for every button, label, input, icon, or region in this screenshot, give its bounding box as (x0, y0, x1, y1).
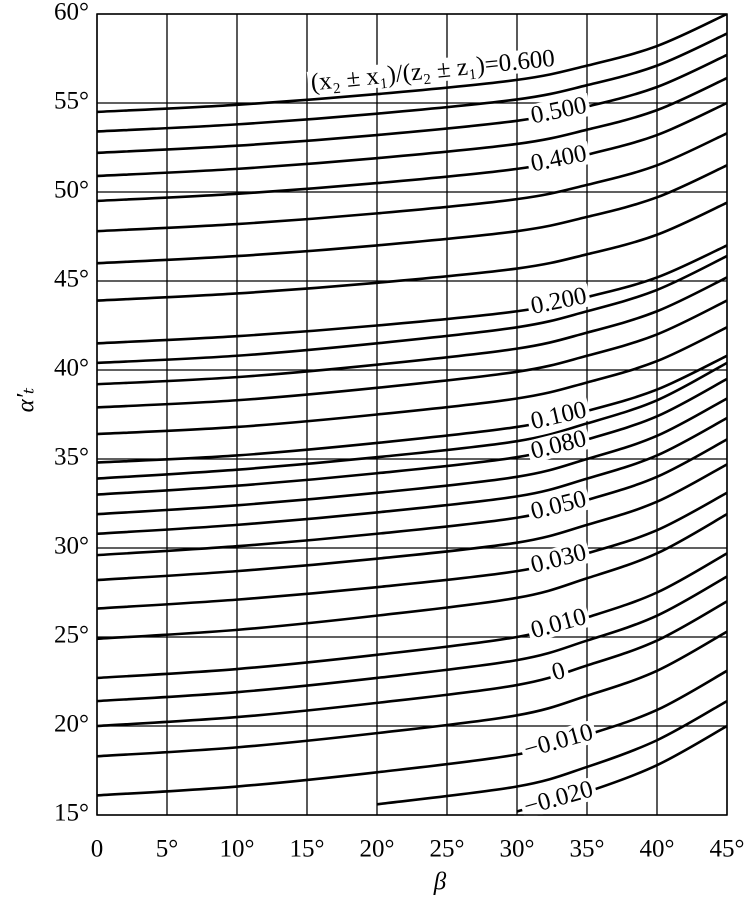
curve-label: 0 (546, 657, 571, 686)
label-background (525, 604, 592, 644)
curve (97, 326, 727, 436)
curve (97, 354, 727, 464)
curve (97, 377, 727, 496)
label-background (518, 776, 599, 820)
y-tick-label: 15° (54, 800, 89, 827)
label-background (306, 46, 559, 95)
y-tick-label: 40° (54, 355, 89, 382)
y-axis-label: α′ₜ (13, 388, 40, 413)
label-background (518, 719, 599, 763)
curve (97, 254, 727, 365)
curve (97, 244, 727, 345)
curve-label: 0.100 (525, 396, 592, 435)
curve (97, 600, 727, 728)
label-background (525, 486, 592, 525)
y-tick-label: 35° (54, 444, 89, 471)
x-tick-label: 15° (290, 836, 325, 863)
curve-label-text: 0.010 (528, 603, 589, 644)
curve (97, 76, 727, 178)
curve-label-text: 0.030 (528, 539, 589, 579)
curve (97, 463, 727, 582)
curve (97, 416, 727, 536)
y-tick-label: 20° (54, 711, 89, 738)
x-tick-label: 35° (570, 836, 605, 863)
label-background (525, 93, 592, 128)
plot-frame (96, 13, 728, 816)
y-tick-label: 45° (54, 266, 89, 293)
curve (97, 53, 727, 155)
x-tick-label: 25° (430, 836, 465, 863)
curve-label-text: 0.400 (528, 140, 589, 178)
y-tick-label: 30° (54, 533, 89, 560)
curve (97, 361, 727, 480)
label-background (525, 141, 592, 177)
curve (97, 438, 727, 557)
curve (97, 32, 727, 133)
x-tick-label: 30° (500, 836, 535, 863)
curve (97, 513, 727, 641)
x-tick-label: 20° (360, 836, 395, 863)
x-axis-label: β (433, 869, 447, 896)
curve-label: 0.030 (525, 539, 592, 579)
curve (97, 630, 727, 758)
curve (97, 491, 727, 610)
curve (97, 14, 727, 114)
label-background (525, 539, 592, 578)
label-background (525, 426, 592, 464)
curves (97, 14, 727, 813)
y-tick-label: 55° (54, 88, 89, 115)
curve (97, 397, 727, 516)
x-tick-label: 5° (156, 836, 179, 863)
x-tick-label: 10° (220, 836, 255, 863)
y-tick-label: 60° (54, 0, 89, 26)
x-tick-label: 0 (91, 836, 104, 863)
curve-label: 0.400 (525, 140, 592, 178)
curve-label: 0.010 (525, 603, 592, 644)
curve (97, 299, 727, 409)
curve (97, 575, 727, 703)
x-tick-label: 40° (640, 836, 675, 863)
curve (97, 164, 727, 265)
curve-label: 0.200 (525, 282, 592, 320)
curve (97, 552, 727, 680)
label-background (525, 397, 592, 434)
curve (97, 669, 727, 797)
curve (97, 201, 727, 302)
curve (97, 276, 727, 386)
x-tick-label: 45° (710, 836, 745, 863)
curve (97, 132, 727, 233)
label-background (546, 658, 571, 686)
label-background (525, 283, 592, 319)
curve-label-text: −0.010 (521, 719, 596, 764)
curve-label: 0.050 (525, 485, 592, 525)
y-tick-label: 50° (54, 177, 89, 204)
y-tick-label: 25° (54, 622, 89, 649)
curve (376, 699, 727, 806)
curve (97, 101, 727, 203)
